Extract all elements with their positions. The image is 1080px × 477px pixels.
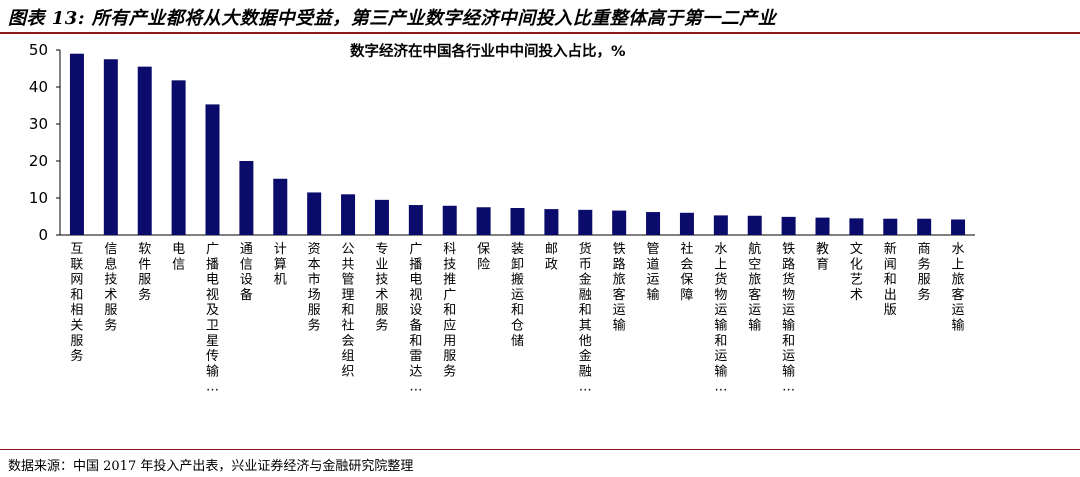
bar (171, 80, 186, 235)
bar (544, 209, 559, 235)
bar (679, 212, 694, 235)
bar (646, 212, 661, 235)
y-tick-label: 30 (29, 115, 48, 133)
x-tick-label: 广播电视及卫星传输… (206, 242, 219, 395)
bar (137, 66, 152, 236)
x-tick-label: 管道运输 (647, 242, 660, 303)
bar (815, 217, 830, 235)
bar (103, 59, 118, 235)
x-tick-label: 保险 (477, 242, 490, 272)
x-tick-label: 铁路货物运输和运输… (782, 242, 795, 395)
x-tick-label: 商务服务 (918, 242, 931, 303)
bar (883, 218, 898, 235)
x-tick-label: 铁路旅客运输 (613, 242, 626, 334)
x-tick-label: 资本市场服务 (308, 242, 321, 334)
bar (781, 216, 796, 235)
x-tick-label: 货币金融和其他金融… (579, 241, 592, 395)
figure-title: 图表 13: 所有产业都将从大数据中受益，第三产业数字经济中间投入比重整体高于第… (8, 8, 777, 29)
bar (476, 207, 491, 235)
bar (442, 205, 457, 235)
bar (951, 219, 966, 235)
y-tick-label: 0 (38, 226, 48, 244)
y-tick-label: 20 (29, 152, 48, 170)
bar (273, 178, 288, 235)
x-tick-label: 邮政 (545, 242, 558, 272)
bar (917, 218, 932, 235)
bar (239, 161, 254, 235)
x-tick-label: 科技推广和应用服务 (443, 242, 456, 379)
bar (612, 210, 627, 235)
bar (578, 209, 593, 235)
bar (205, 104, 220, 235)
source-divider (0, 449, 1080, 450)
x-tick-label: 互联网和相关服务 (70, 242, 83, 364)
bar (69, 53, 84, 236)
x-tick-label: 航空旅客运输 (748, 241, 761, 334)
bar (849, 218, 864, 235)
bar (713, 215, 728, 235)
x-tick-label: 文化艺术 (850, 242, 863, 303)
bar (341, 194, 356, 235)
x-tick-label: 装卸搬运和仓储 (511, 242, 524, 349)
x-tick-label: 软件服务 (138, 242, 151, 303)
y-tick-label: 40 (29, 78, 48, 96)
x-tick-label: 电信 (172, 242, 185, 272)
y-tick-label: 50 (29, 41, 48, 59)
bar (408, 205, 423, 235)
x-tick-label: 信息技术服务 (104, 242, 117, 334)
x-tick-label: 新闻和出版 (884, 241, 897, 318)
title-divider (0, 32, 1080, 34)
bar (374, 199, 389, 235)
source-note: 数据来源：中国 2017 年投入产出表，兴业证券经济与金融研究院整理 (8, 459, 414, 474)
chart-title: 数字经济在中国各行业中中间投入占比，% (350, 44, 626, 60)
x-tick-label: 社会保障 (680, 241, 693, 303)
bar (307, 192, 322, 235)
bar-chart: 0 10 20 30 40 50 互联网和相关服务 信息技术服务 软件服务 电信 广播电视及卫星传输… (29, 41, 975, 395)
y-tick-label: 10 (29, 189, 48, 207)
x-tick-label: 通信设备 (240, 242, 253, 303)
x-tick-label: 专业技术服务 (375, 242, 388, 334)
x-tick-label: 教育 (816, 241, 829, 272)
x-tick-label: 水上旅客运输 (952, 242, 965, 334)
bar (747, 215, 762, 235)
x-tick-label: 计算机 (274, 242, 287, 288)
x-tick-label: 水上货物运输和运输… (714, 242, 727, 395)
x-tick-label: 广播电视设备和雷达… (409, 242, 422, 395)
bar (510, 207, 525, 235)
x-tick-label: 公共管理和社会组织 (342, 242, 355, 379)
